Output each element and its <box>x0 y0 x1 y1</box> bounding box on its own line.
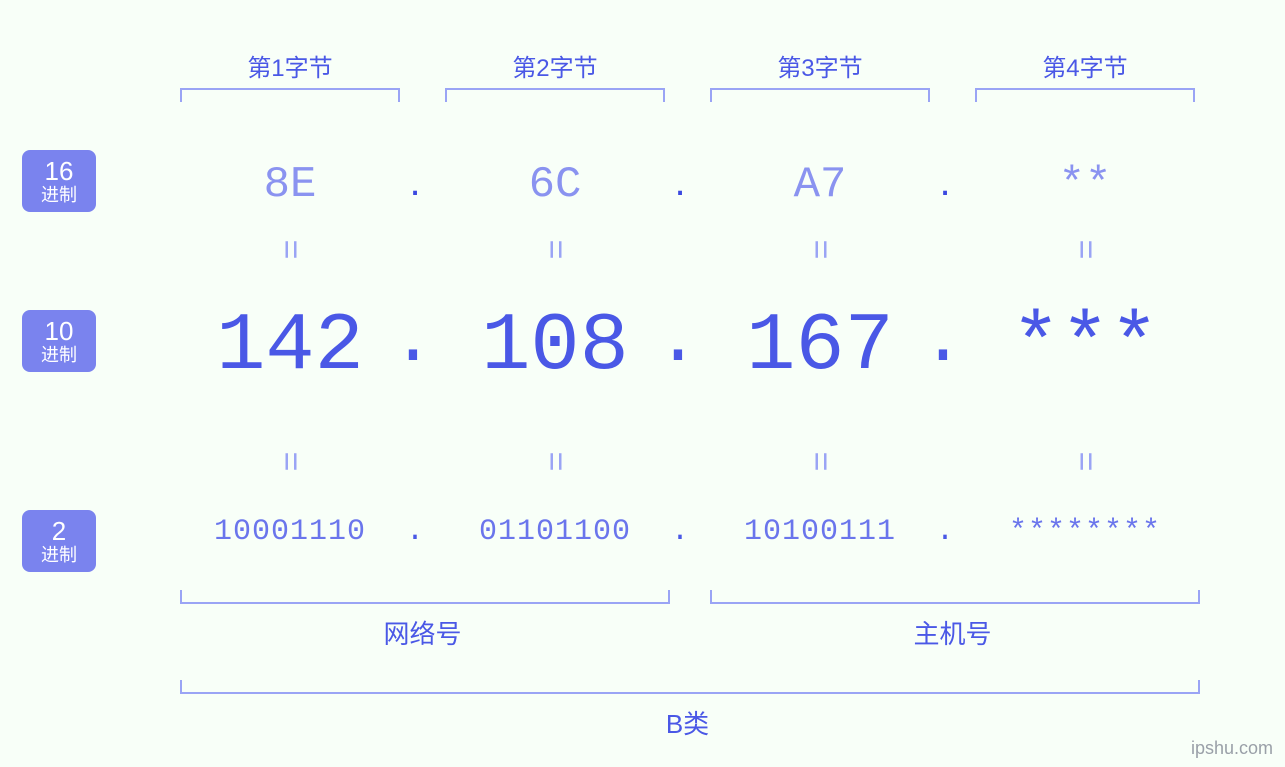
badge-base-2: 2 进制 <box>22 510 96 572</box>
dec-dot-3: . <box>918 300 968 382</box>
hex-dot-2: . <box>655 160 705 205</box>
bin-byte-3: 10100111 <box>695 515 945 549</box>
badge-txt: 进制 <box>41 186 77 204</box>
hex-byte-1: 8E <box>175 160 405 210</box>
dec-byte-2: 108 <box>430 300 680 393</box>
byte-label-2: 第2字节 <box>440 48 670 83</box>
badge-num: 16 <box>45 158 74 184</box>
top-bracket-1 <box>180 88 400 102</box>
bin-byte-2: 01101100 <box>430 515 680 549</box>
eq-lower-1: = <box>271 442 310 482</box>
byte-label-3: 第3字节 <box>705 48 935 83</box>
hex-byte-2: 6C <box>440 160 670 210</box>
bottom-bracket-network <box>180 590 670 604</box>
badge-base-10: 10 进制 <box>22 310 96 372</box>
byte-label-4: 第4字节 <box>970 48 1200 83</box>
hex-dot-3: . <box>920 160 970 205</box>
dec-dot-2: . <box>653 300 703 382</box>
eq-upper-4: = <box>1066 230 1105 270</box>
eq-lower-4: = <box>1066 442 1105 482</box>
eq-lower-2: = <box>536 442 575 482</box>
bin-byte-1: 10001110 <box>165 515 415 549</box>
bin-byte-4: ******** <box>960 515 1210 549</box>
bin-dot-3: . <box>920 515 970 549</box>
badge-num: 2 <box>52 518 66 544</box>
top-bracket-2 <box>445 88 665 102</box>
top-bracket-4 <box>975 88 1195 102</box>
watermark: ipshu.com <box>1191 738 1273 759</box>
bottom-bracket-host <box>710 590 1200 604</box>
dec-byte-3: 167 <box>695 300 945 393</box>
byte-label-1: 第1字节 <box>175 48 405 83</box>
bin-dot-2: . <box>655 515 705 549</box>
badge-txt: 进制 <box>41 546 77 564</box>
badge-num: 10 <box>45 318 74 344</box>
badge-base-16: 16 进制 <box>22 150 96 212</box>
dec-byte-4: *** <box>960 300 1210 393</box>
bin-dot-1: . <box>390 515 440 549</box>
dec-byte-1: 142 <box>165 300 415 393</box>
eq-upper-3: = <box>801 230 840 270</box>
top-bracket-3 <box>710 88 930 102</box>
hex-dot-1: . <box>390 160 440 205</box>
eq-upper-1: = <box>271 230 310 270</box>
bottom-bracket-class <box>180 680 1200 694</box>
hex-byte-4: ** <box>970 160 1200 210</box>
dec-dot-1: . <box>388 300 438 382</box>
label-host: 主机号 <box>705 614 1200 651</box>
eq-lower-3: = <box>801 442 840 482</box>
badge-txt: 进制 <box>41 346 77 364</box>
label-network: 网络号 <box>175 614 670 651</box>
label-class: B类 <box>175 704 1200 741</box>
eq-upper-2: = <box>536 230 575 270</box>
hex-byte-3: A7 <box>705 160 935 210</box>
